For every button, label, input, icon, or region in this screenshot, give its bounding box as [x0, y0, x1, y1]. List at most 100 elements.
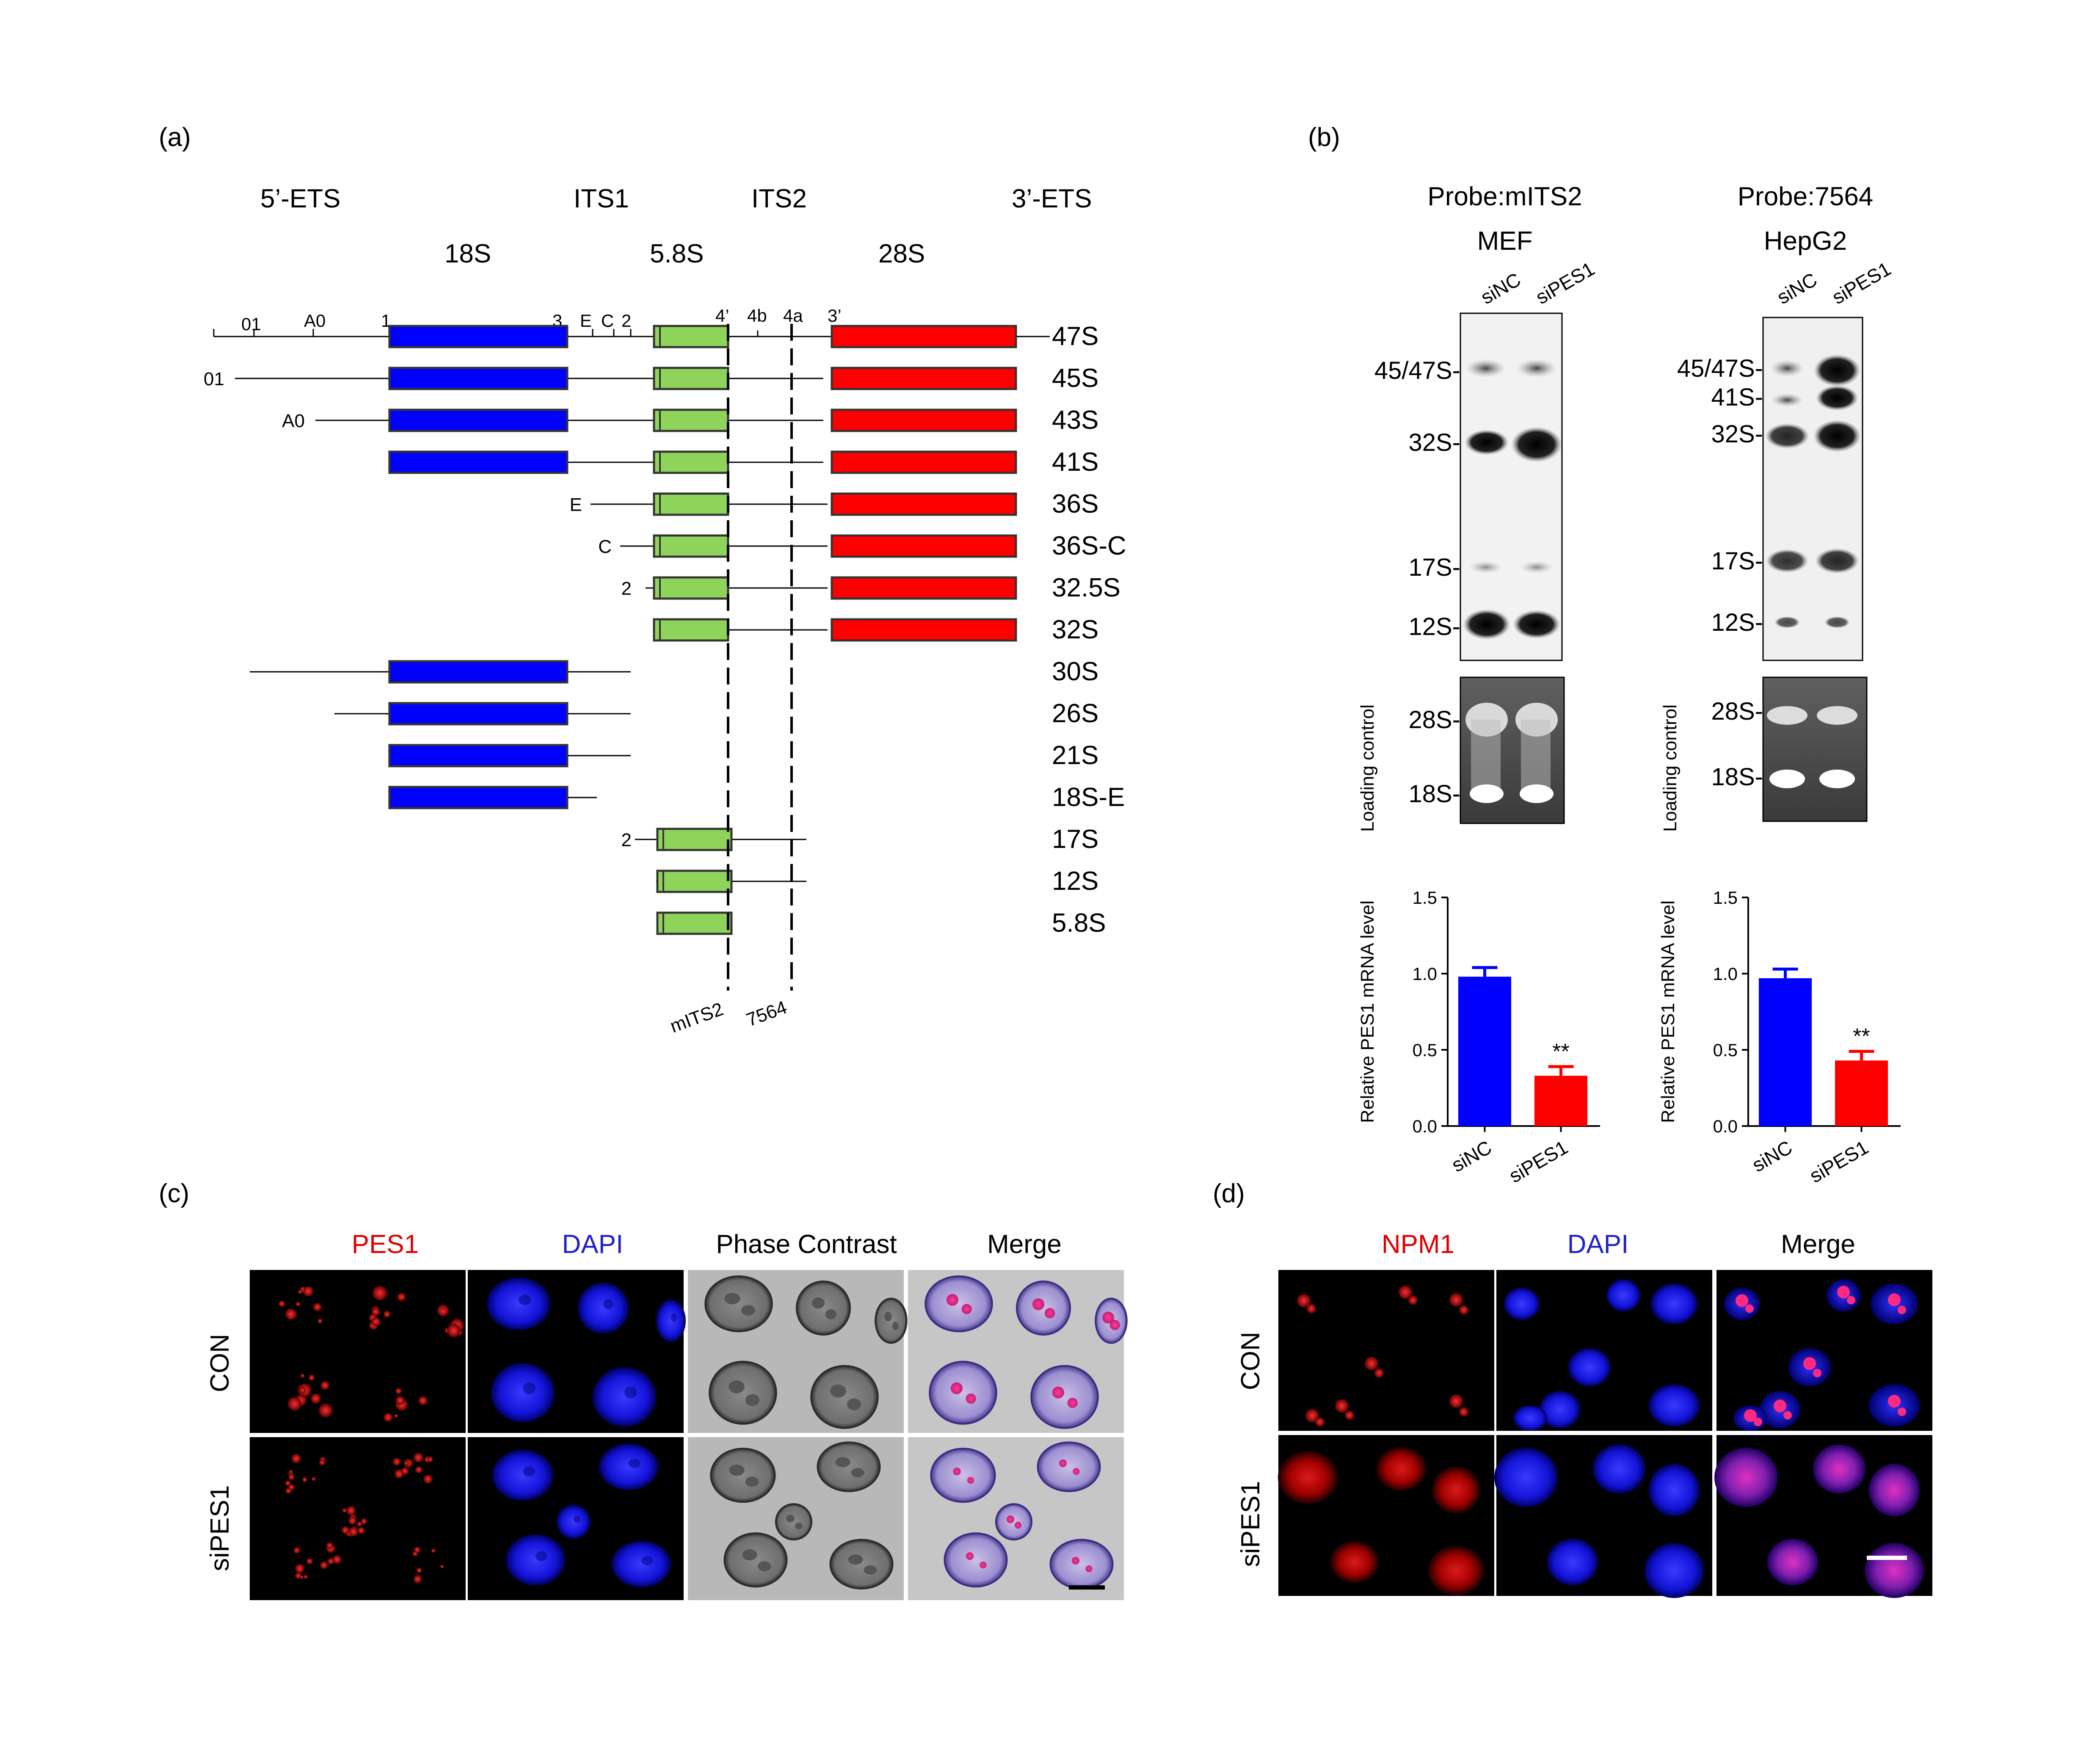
- y-tick-label: 1.0: [1413, 964, 1437, 984]
- blot1-loading-28s: 28S-: [1408, 706, 1460, 734]
- blot1-lane-sipes1: siPES1: [1532, 257, 1598, 308]
- micrograph: [1716, 1270, 1932, 1431]
- precursor-row: 43S: [315, 406, 1098, 435]
- scale-bar-c: [1069, 1585, 1105, 1590]
- cleavage-site-label: A0: [282, 411, 305, 431]
- species-label: 36S: [1052, 489, 1098, 519]
- species-label: 30S: [1052, 657, 1098, 686]
- site-e: E: [580, 311, 592, 331]
- bar: [1534, 1076, 1587, 1126]
- cleavage-site-label: C: [598, 536, 612, 557]
- blot2-lane-sipes1: siPES1: [1828, 257, 1895, 308]
- panel-c-col-phase: Phase Contrast: [716, 1230, 897, 1259]
- y-tick-label: 1.5: [1713, 888, 1738, 908]
- blot2-band-17s: 17S-: [1711, 547, 1763, 575]
- y-tick-label: 0.5: [1713, 1040, 1738, 1060]
- species-label: 41S: [1052, 447, 1098, 477]
- blot1-band-32s: 32S-: [1408, 429, 1460, 456]
- y-tick-label: 0.5: [1413, 1040, 1437, 1060]
- blot1-band-4547s: 45/47S-: [1374, 357, 1460, 384]
- gene-18s: 18S: [444, 239, 491, 268]
- gene-5-8s: 5.8S: [650, 239, 704, 268]
- species-label: 5.8S: [1052, 908, 1106, 938]
- y-tick-label: 1.5: [1413, 888, 1437, 908]
- blot2-band-4547s: 45/47S-: [1677, 355, 1763, 382]
- panel-a-label: (a): [159, 123, 191, 152]
- micrograph: [908, 1437, 1124, 1600]
- species-label: 26S: [1052, 699, 1098, 728]
- site-4b: 4b: [747, 306, 767, 326]
- region-5ets: 5’-ETS: [260, 184, 340, 213]
- panel-d-label: (d): [1213, 1179, 1245, 1208]
- micrograph: [1278, 1270, 1494, 1431]
- blot2-band-41s: 41S-: [1711, 384, 1763, 411]
- probe-mits2-label: mITS2: [668, 999, 726, 1037]
- blot1-cell: MEF: [1477, 226, 1533, 256]
- precursor-row: 32.5S: [646, 573, 1120, 602]
- precursor-row: 21S: [388, 741, 1098, 770]
- blot1-probe: Probe:mITS2: [1427, 182, 1582, 211]
- species-label: 12S: [1052, 867, 1098, 896]
- cleavage-site-label: 2: [621, 830, 632, 850]
- cleavage-site-label: E: [570, 494, 582, 515]
- panel-c-row-con: CON: [205, 1334, 235, 1392]
- y-tick-label: 1.0: [1713, 964, 1738, 984]
- site-4a: 4a: [783, 306, 803, 326]
- site-01: 01: [241, 314, 261, 334]
- micrograph: [688, 1437, 904, 1600]
- blot2-loading-label: Loading control: [1660, 704, 1681, 832]
- micrograph: [468, 1437, 684, 1600]
- micrograph: [1494, 1435, 1712, 1598]
- panel-a: (a) 5’-ETS ITS1 ITS2 3’-ETS 18S 5.8S 28S…: [159, 123, 1126, 1037]
- species-label: 47S: [1052, 322, 1098, 351]
- species-label: 17S: [1052, 825, 1098, 854]
- site-c: C: [601, 311, 614, 331]
- species-label: 18S-E: [1052, 783, 1125, 812]
- species-label: 45S: [1052, 364, 1098, 393]
- cleavage-site-label: 01: [204, 369, 224, 389]
- precursor-row: 30S: [250, 657, 1098, 686]
- northern-blot-1: [1460, 312, 1563, 661]
- loading-gel-2: [1762, 676, 1868, 822]
- micrograph: [1496, 1270, 1712, 1431]
- panel-c-label: (c): [159, 1179, 189, 1208]
- panel-c: (c) PES1 DAPI Phase Contrast Merge CON s…: [159, 1179, 1128, 1600]
- region-its2: ITS2: [751, 184, 807, 213]
- panel-b: (b) Probe:mITS2 MEF siNC siPES1 45/47S- …: [1308, 123, 1901, 1187]
- site-a0: A0: [304, 311, 326, 331]
- blot2-cell: HepG2: [1764, 226, 1847, 256]
- precursor-row: 36S-C: [620, 531, 1126, 560]
- significance-mark: **: [1552, 1040, 1569, 1064]
- x-category-label: siNC: [1448, 1136, 1495, 1176]
- panel-d-col-merge: Merge: [1781, 1230, 1855, 1259]
- micrograph: [908, 1270, 1128, 1433]
- precursor-row: 17S: [635, 825, 1098, 854]
- blot2-band-32s: 32S-: [1711, 420, 1763, 448]
- bar-chart-mef: 0.0 0.5 1.0 1.5 Relative PES1 mRNA level siNC…: [1357, 888, 1600, 1187]
- precursor-row: 26S: [334, 699, 1098, 728]
- panel-d: (d) NPM1 DAPI Merge CON siPES1: [1213, 1179, 1932, 1598]
- precursor-row: 12S: [656, 867, 1098, 896]
- region-3ets: 3’-ETS: [1012, 184, 1092, 213]
- micrograph: [250, 1270, 466, 1433]
- blot1-loading-label: Loading control: [1357, 704, 1378, 832]
- blot2-loading-18s: 18S-: [1711, 763, 1763, 791]
- panel-b-label: (b): [1308, 123, 1340, 152]
- precursor-row: 5.8S: [656, 908, 1106, 938]
- bar: [1835, 1060, 1888, 1126]
- loading-gel-1: [1460, 676, 1565, 824]
- x-category-label: siNC: [1748, 1136, 1796, 1176]
- bar: [1458, 977, 1511, 1126]
- panel-d-row-sipes1: siPES1: [1236, 1481, 1265, 1567]
- precursor-row: 18S-E: [388, 783, 1125, 812]
- panel-d-row-con: CON: [1236, 1332, 1265, 1390]
- northern-blot-2: [1762, 317, 1863, 661]
- gene-28s: 28S: [878, 239, 925, 268]
- bar: [1759, 978, 1812, 1126]
- micrograph: [250, 1437, 466, 1600]
- species-label: 36S-C: [1052, 531, 1126, 560]
- x-category-label: siPES1: [1505, 1136, 1572, 1187]
- blot1-band-17s: 17S-: [1408, 554, 1460, 581]
- precursor-row: 45S: [235, 364, 1098, 393]
- micrograph: [468, 1270, 686, 1433]
